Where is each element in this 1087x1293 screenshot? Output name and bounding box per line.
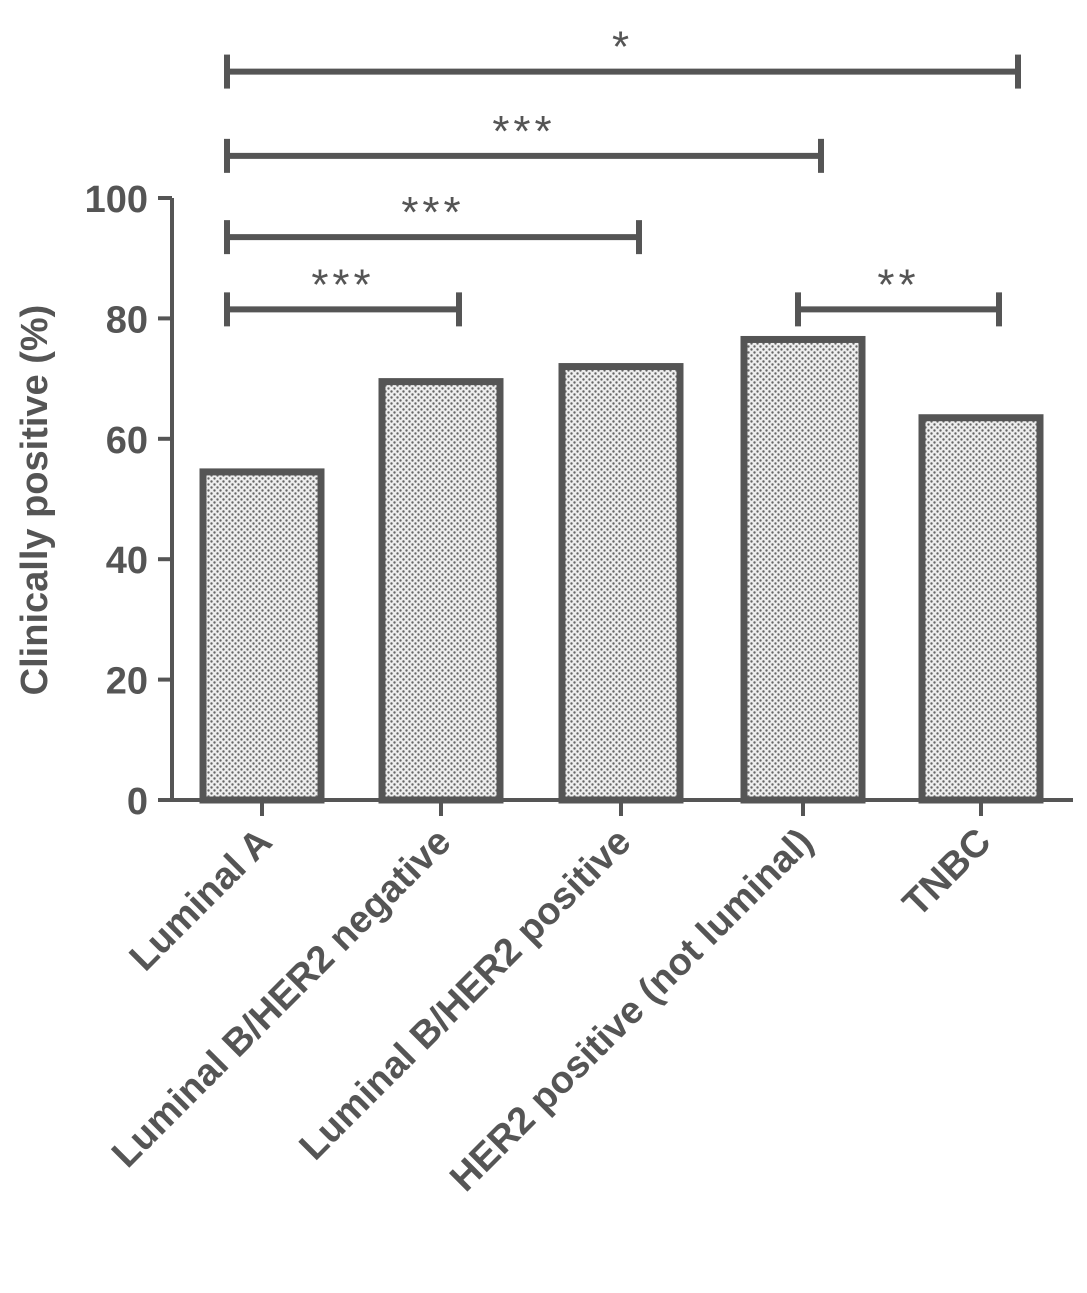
bar-2: [378, 378, 504, 804]
x-tick-label-1: Luminal A: [122, 821, 281, 980]
sig-label-2: ***: [492, 107, 555, 156]
y-axis-label: Clinically positive (%): [14, 305, 56, 696]
x-tick-label-3: Luminal B/HER2 positive: [292, 821, 640, 1169]
sig-label-5: **: [877, 260, 919, 309]
x-tick-label-2: Luminal B/HER2 negative: [104, 821, 459, 1176]
y-tick-label-100: 100: [85, 179, 148, 221]
y-tick-label-0: 0: [127, 781, 148, 823]
x-tick-label-4: HER2 positive (not luminal): [442, 821, 821, 1200]
sig-label-1: *: [612, 23, 633, 72]
sig-label-4: ***: [311, 260, 374, 309]
y-tick-label-40: 40: [106, 540, 148, 582]
bar-4: [740, 335, 866, 804]
x-tick-label-5: TNBC: [895, 821, 999, 925]
significance-layer: ********** **: [224, 23, 1021, 327]
bar-5: [918, 414, 1044, 804]
y-tick-label-80: 80: [106, 299, 148, 341]
bar-1: [199, 468, 325, 804]
bar-3: [558, 363, 684, 804]
y-tick-label-20: 20: [106, 661, 148, 703]
bars-layer: [199, 335, 1044, 804]
sig-label-3: ***: [401, 188, 464, 237]
y-tick-label-60: 60: [106, 420, 148, 462]
